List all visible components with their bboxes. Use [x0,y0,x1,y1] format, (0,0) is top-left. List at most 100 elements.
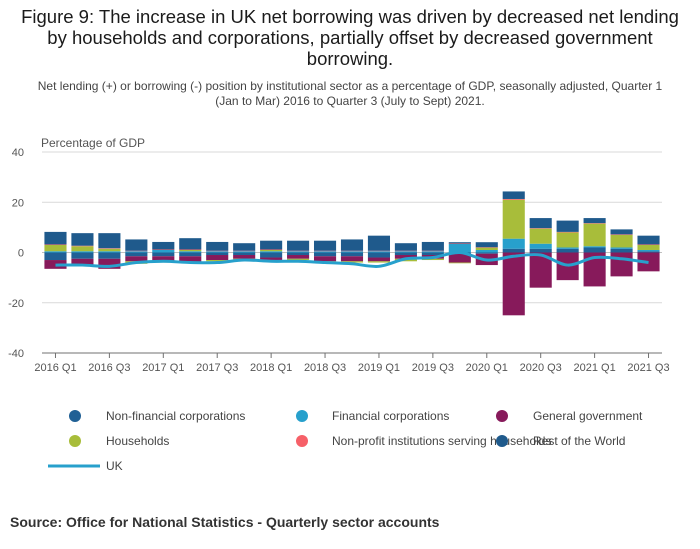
bar-gg [71,258,94,267]
bar-nfc [340,252,364,257]
legend-label-hh: Households [106,434,169,448]
legend-marker-hh [69,435,81,447]
bar-npish [610,234,633,235]
bar-nfc [260,252,283,258]
bar-hh [556,232,579,248]
bar-npish [152,249,175,250]
bar-fc [529,243,552,249]
y-axis-label: Percentage of GDP [41,136,145,150]
legend-marker-fc [296,410,308,422]
bar-row [233,243,256,251]
bar-fc [287,251,310,253]
bar-hh [260,249,283,252]
legend-marker-nfc [69,410,81,422]
bar-fc [233,251,256,253]
bar-npish [313,250,337,252]
bar-row [206,241,229,251]
bar-npish [394,250,417,252]
bar-hh [448,262,471,264]
bar-fc [206,251,229,253]
bars [44,191,660,316]
bar-gg [367,257,391,262]
bar-row [421,241,444,251]
bar-row [287,240,310,251]
legend-label-gg: General government [533,409,643,423]
bar-row [394,243,417,251]
bar-row [152,241,175,250]
bar-hh [529,228,552,244]
bar-hh [502,199,525,239]
y-tick-label: 0 [18,248,24,260]
bar-gg [502,252,525,316]
bar-row [556,220,579,232]
bar-hh [421,258,444,261]
bar-npish [502,198,525,200]
bar-fc [179,251,202,253]
legend-label-nfc: Non-financial corporations [106,409,245,423]
bar-npish [206,250,229,252]
bar-npish [367,250,391,252]
bar-gg [98,258,121,269]
y-tick-label: -20 [8,298,24,310]
legend-label-fc: Financial corporations [332,409,449,423]
bar-npish [287,250,310,252]
legend-label-npish: Non-profit institutions serving househol… [332,434,551,448]
bar-npish [448,243,471,244]
bar-row [610,229,633,235]
bar-npish [583,223,606,224]
legend-marker-row [496,435,508,447]
bar-npish [44,244,67,245]
bar-row [44,231,67,245]
bar-gg [179,256,202,263]
bar-row [367,235,391,251]
x-tick-label: 2017 Q3 [196,362,238,374]
bar-row [313,240,337,251]
bar-fc [260,251,283,253]
bar-fc [340,251,364,253]
bar-fc [313,251,337,253]
bar-fc [394,251,417,253]
bar-gg [583,252,606,287]
bar-row [179,238,202,250]
x-tick-label: 2016 Q3 [88,362,130,374]
x-tick-label: 2017 Q1 [142,362,184,374]
x-tick-label: 2019 Q1 [358,362,400,374]
bar-row [475,242,498,248]
bar-npish [340,250,364,252]
bar-npish [179,249,202,250]
x-axis: 2016 Q1 2016 Q3 2017 Q1 2017 Q3 2018 Q1 2018 … [34,352,670,374]
bar-fc [475,249,498,253]
bar-nfc [583,247,606,253]
legend-label-row: Rest of the World [533,434,625,448]
source-note: Source: Office for National Statistics -… [10,514,440,530]
bar-hh [475,247,498,250]
bar-row [340,239,364,251]
x-tick-label: 2019 Q3 [412,362,454,374]
bar-nfc [529,248,552,253]
x-tick-label: 2021 Q3 [627,362,669,374]
bar-gg [233,255,256,259]
bar-hh [637,244,660,250]
bar-row [260,240,283,250]
y-tick-label: 40 [12,147,24,159]
bar-nfc [394,252,417,256]
bar-fc [152,249,175,253]
bar-gg [448,253,471,263]
bar-row [98,233,121,249]
x-tick-label: 2018 Q1 [250,362,292,374]
bar-hh [287,258,310,261]
bar-hh [71,246,94,252]
bar-nfc [98,252,121,259]
x-tick-label: 2020 Q3 [520,362,562,374]
bar-gg [260,257,283,262]
bar-hh [583,223,606,247]
bar-row [502,191,525,199]
uk-line [55,250,649,268]
bar-npish [421,250,444,252]
bar-gg [340,256,364,262]
bar-hh [367,261,391,263]
bar-fc [556,247,579,249]
y-tick-label: -40 [8,348,24,360]
legend-label-uk: UK [106,459,123,473]
